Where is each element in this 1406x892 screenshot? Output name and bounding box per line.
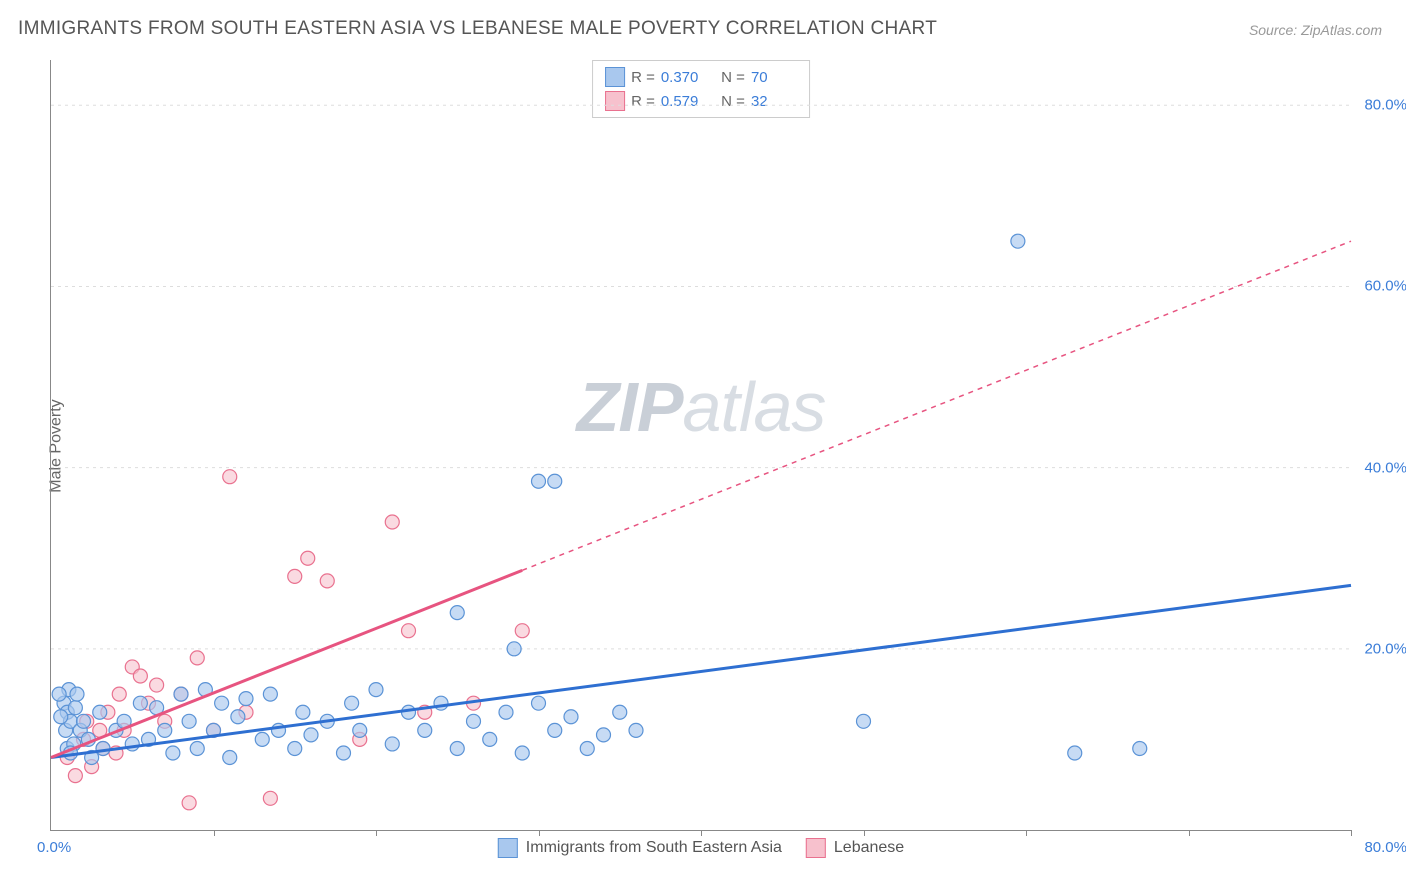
data-point bbox=[369, 683, 383, 697]
data-point bbox=[52, 687, 66, 701]
data-point bbox=[418, 723, 432, 737]
data-point bbox=[215, 696, 229, 710]
source-attribution: Source: ZipAtlas.com bbox=[1249, 22, 1382, 38]
data-point bbox=[304, 728, 318, 742]
trend-line bbox=[51, 570, 522, 757]
data-point bbox=[450, 606, 464, 620]
data-point bbox=[613, 705, 627, 719]
data-point bbox=[54, 710, 68, 724]
x-tick-mark bbox=[701, 830, 702, 836]
data-point bbox=[353, 723, 367, 737]
data-point bbox=[1068, 746, 1082, 760]
data-point bbox=[77, 714, 91, 728]
data-point bbox=[507, 642, 521, 656]
data-point bbox=[96, 741, 110, 755]
x-tick-mark bbox=[1351, 830, 1352, 836]
data-point bbox=[345, 696, 359, 710]
data-point bbox=[532, 474, 546, 488]
x-axis-min-label: 0.0% bbox=[37, 839, 71, 856]
trend-line-extrapolated bbox=[522, 241, 1351, 570]
data-point bbox=[223, 751, 237, 765]
data-point bbox=[288, 741, 302, 755]
legend-label-1: Immigrants from South Eastern Asia bbox=[526, 839, 782, 857]
data-point bbox=[857, 714, 871, 728]
legend-label-2: Lebanese bbox=[834, 839, 904, 857]
data-point bbox=[385, 515, 399, 529]
data-point bbox=[263, 791, 277, 805]
data-point bbox=[548, 474, 562, 488]
data-point bbox=[174, 687, 188, 701]
y-tick-label: 60.0% bbox=[1364, 278, 1406, 295]
data-point bbox=[190, 741, 204, 755]
data-point bbox=[133, 696, 147, 710]
data-point bbox=[223, 470, 237, 484]
y-tick-label: 20.0% bbox=[1364, 640, 1406, 657]
data-point bbox=[70, 687, 84, 701]
legend-bottom-swatch-blue bbox=[498, 838, 518, 858]
legend-item-series2: Lebanese bbox=[806, 838, 904, 858]
data-point bbox=[158, 723, 172, 737]
data-point bbox=[532, 696, 546, 710]
data-point bbox=[68, 769, 82, 783]
data-point bbox=[93, 705, 107, 719]
data-point bbox=[239, 692, 253, 706]
data-point bbox=[597, 728, 611, 742]
legend-item-series1: Immigrants from South Eastern Asia bbox=[498, 838, 782, 858]
data-point bbox=[629, 723, 643, 737]
data-point bbox=[434, 696, 448, 710]
data-point bbox=[337, 746, 351, 760]
plot-area: ZIPatlas R = 0.370 N = 70 R = 0.579 N = … bbox=[50, 60, 1351, 831]
data-point bbox=[499, 705, 513, 719]
data-point bbox=[467, 714, 481, 728]
data-point bbox=[255, 732, 269, 746]
x-tick-mark bbox=[376, 830, 377, 836]
data-point bbox=[483, 732, 497, 746]
data-point bbox=[231, 710, 245, 724]
series-legend: Immigrants from South Eastern Asia Leban… bbox=[498, 838, 904, 858]
data-point bbox=[515, 624, 529, 638]
x-tick-mark bbox=[1189, 830, 1190, 836]
data-point bbox=[133, 669, 147, 683]
data-point bbox=[385, 737, 399, 751]
x-axis-max-label: 80.0% bbox=[1364, 839, 1406, 856]
data-point bbox=[1133, 741, 1147, 755]
data-point bbox=[450, 741, 464, 755]
x-tick-mark bbox=[539, 830, 540, 836]
data-point bbox=[515, 746, 529, 760]
data-point bbox=[320, 574, 334, 588]
trend-line bbox=[51, 585, 1351, 757]
data-point bbox=[182, 796, 196, 810]
x-tick-mark bbox=[1026, 830, 1027, 836]
data-point bbox=[296, 705, 310, 719]
data-point bbox=[564, 710, 578, 724]
x-tick-mark bbox=[214, 830, 215, 836]
data-point bbox=[182, 714, 196, 728]
data-point bbox=[68, 701, 82, 715]
data-point bbox=[190, 651, 204, 665]
data-point bbox=[288, 569, 302, 583]
data-point bbox=[402, 624, 416, 638]
plot-svg bbox=[51, 60, 1351, 830]
y-tick-label: 40.0% bbox=[1364, 459, 1406, 476]
y-tick-label: 80.0% bbox=[1364, 97, 1406, 114]
chart-title: IMMIGRANTS FROM SOUTH EASTERN ASIA VS LE… bbox=[18, 18, 937, 40]
data-point bbox=[150, 678, 164, 692]
data-point bbox=[1011, 234, 1025, 248]
x-tick-mark bbox=[864, 830, 865, 836]
data-point bbox=[548, 723, 562, 737]
data-point bbox=[263, 687, 277, 701]
legend-bottom-swatch-pink bbox=[806, 838, 826, 858]
data-point bbox=[166, 746, 180, 760]
data-point bbox=[301, 551, 315, 565]
data-point bbox=[580, 741, 594, 755]
data-point bbox=[112, 687, 126, 701]
